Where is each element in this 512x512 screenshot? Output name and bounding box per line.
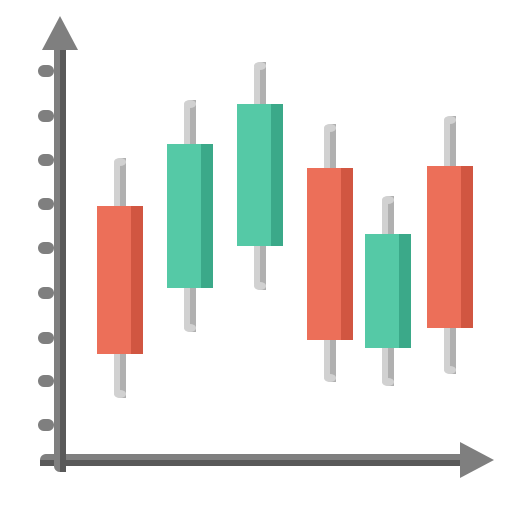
- y-tick-5: [38, 287, 54, 299]
- candles-group: [97, 62, 473, 398]
- x-axis-arrow-icon: [460, 442, 494, 478]
- y-tick-8: [38, 419, 54, 431]
- y-tick-4: [38, 242, 54, 254]
- y-tick-0: [38, 65, 54, 77]
- candle-body-shadow: [131, 206, 143, 354]
- y-tick-7: [38, 375, 54, 387]
- candle-body-shadow: [201, 144, 213, 288]
- candle-body-shadow: [461, 166, 473, 328]
- candle-c5: [365, 196, 411, 386]
- candle-body-shadow: [341, 168, 353, 340]
- y-tick-6: [38, 332, 54, 344]
- candle-c2: [167, 100, 213, 332]
- candle-c6: [427, 116, 473, 374]
- y-axis-arrow-icon: [42, 16, 78, 50]
- candle-c1: [97, 158, 143, 398]
- candle-c4: [307, 124, 353, 382]
- y-tick-1: [38, 110, 54, 122]
- candle-c3: [237, 62, 283, 290]
- candlestick-chart: [0, 0, 512, 512]
- candle-body-shadow: [271, 104, 283, 246]
- y-tick-3: [38, 198, 54, 210]
- candle-body-shadow: [399, 234, 411, 348]
- y-tick-2: [38, 154, 54, 166]
